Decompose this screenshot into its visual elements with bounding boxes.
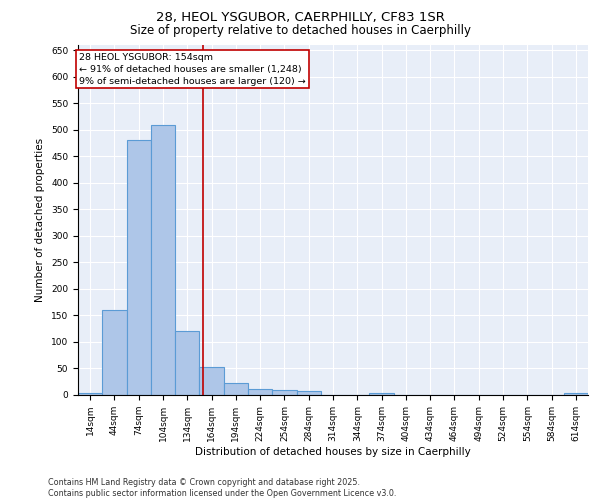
Bar: [78, 394, 102, 395]
Bar: [370, 393, 394, 395]
Text: 28, HEOL YSGUBOR, CAERPHILLY, CF83 1SR: 28, HEOL YSGUBOR, CAERPHILLY, CF83 1SR: [155, 11, 445, 24]
Bar: [175, 332, 199, 395]
Text: 28 HEOL YSGUBOR: 154sqm
← 91% of detached houses are smaller (1,248)
9% of semi-: 28 HEOL YSGUBOR: 154sqm ← 91% of detache…: [79, 53, 306, 86]
Bar: [151, 124, 175, 395]
Bar: [564, 394, 588, 395]
Bar: [296, 392, 321, 395]
Bar: [102, 310, 127, 395]
Y-axis label: Number of detached properties: Number of detached properties: [35, 138, 46, 302]
X-axis label: Distribution of detached houses by size in Caerphilly: Distribution of detached houses by size …: [195, 446, 471, 456]
Bar: [272, 390, 296, 395]
Bar: [248, 388, 272, 395]
Bar: [127, 140, 151, 395]
Text: Size of property relative to detached houses in Caerphilly: Size of property relative to detached ho…: [130, 24, 470, 37]
Text: Contains HM Land Registry data © Crown copyright and database right 2025.
Contai: Contains HM Land Registry data © Crown c…: [48, 478, 397, 498]
Bar: [224, 384, 248, 395]
Bar: [199, 368, 224, 395]
